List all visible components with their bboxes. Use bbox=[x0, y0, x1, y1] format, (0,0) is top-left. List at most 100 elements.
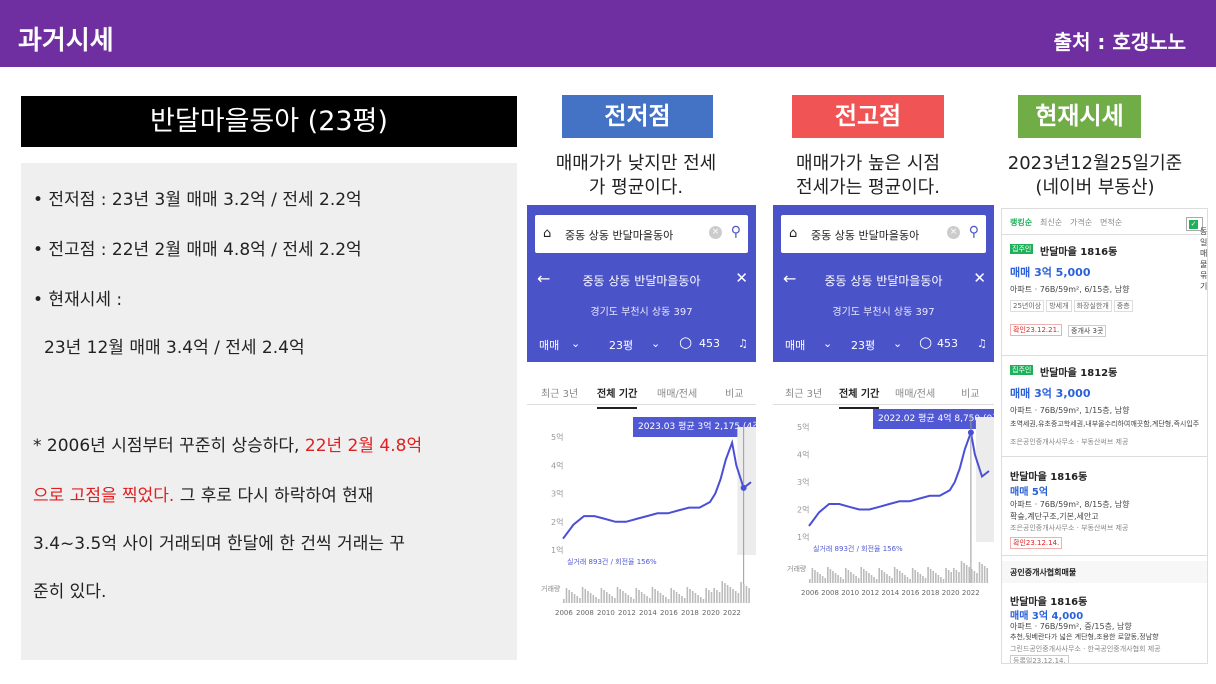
volume-bar bbox=[691, 591, 694, 603]
volume-bar bbox=[863, 569, 865, 583]
y-tick-label: 5억 bbox=[797, 422, 809, 432]
x-tick-label: 2014 bbox=[639, 609, 657, 617]
price-line bbox=[808, 428, 990, 527]
group-checkbox[interactable]: ✓ 동일매물 묶기 bbox=[1186, 217, 1207, 291]
volume-bar bbox=[648, 598, 651, 603]
chevron-down-icon: ⌄ bbox=[893, 337, 903, 350]
volume-bar bbox=[632, 599, 635, 603]
listing-item[interactable]: 반달마을 1816동 매매 3억 4,000 아파트 · 76B/59m², 중… bbox=[1002, 587, 1207, 663]
volume-bar bbox=[852, 574, 855, 583]
x-tick-label: 2022 bbox=[962, 589, 980, 597]
x-tick-label: 2020 bbox=[702, 609, 720, 617]
volume-bar bbox=[603, 590, 605, 603]
size-select[interactable]: 23평 bbox=[851, 339, 876, 352]
sort-latest[interactable]: 최신순 bbox=[1040, 218, 1063, 227]
volume-bar bbox=[654, 589, 656, 603]
tag: 방세개 bbox=[1046, 300, 1072, 312]
listing-item[interactable]: 반달마을 1816동 매매 5억 아파트 · 76B/59m², 8/15층, … bbox=[1002, 461, 1207, 556]
app-screenshot-low: ⌂ 중동 상동 반달마을동아 × ⚲ ← 중동 상동 반달마을동아 ✕ 경기도 … bbox=[527, 205, 756, 650]
volume-bar bbox=[958, 572, 960, 583]
volume-bar bbox=[589, 593, 592, 603]
bell-icon[interactable]: ♫ bbox=[738, 337, 748, 350]
listing-name: 반달마을 1816동 bbox=[1010, 597, 1088, 608]
tab-sale-rent[interactable]: 매매/전세 bbox=[657, 389, 698, 400]
sort-tabs: 랭킹순 최신순 가격순 면적순 ✓ 동일매물 묶기 bbox=[1002, 209, 1207, 291]
volume-bar bbox=[821, 576, 824, 583]
search-icon[interactable]: ⚲ bbox=[968, 224, 979, 240]
volume-bar bbox=[814, 570, 816, 583]
current-price-label: • 현재시세 : bbox=[33, 290, 123, 310]
close-icon[interactable]: ✕ bbox=[973, 269, 986, 287]
close-icon[interactable]: ✕ bbox=[735, 269, 748, 287]
filter-bar: 매매 ⌄ 23평 ⌄ ○ 453 ♫ bbox=[773, 327, 994, 362]
volume-bar bbox=[971, 569, 973, 583]
sort-ranking[interactable]: 랭킹순 bbox=[1010, 218, 1033, 227]
sort-price[interactable]: 가격순 bbox=[1070, 218, 1093, 227]
volume-bar bbox=[940, 577, 942, 583]
clear-icon[interactable]: × bbox=[709, 226, 722, 239]
x-tick-label: 2016 bbox=[660, 609, 678, 617]
bell-icon[interactable]: ♫ bbox=[977, 337, 987, 350]
volume-bar bbox=[705, 588, 707, 603]
search-icon[interactable]: ⚲ bbox=[730, 224, 741, 240]
volume-bar bbox=[878, 568, 881, 583]
volume-bar bbox=[662, 595, 664, 603]
listing-item[interactable]: 집주인 반달마을 1812동 매매 3억 3,000 아파트 · 76B/59m… bbox=[1002, 357, 1207, 457]
deal-type-select[interactable]: 매매 bbox=[785, 339, 806, 352]
tab-all[interactable]: 전체 기간 bbox=[597, 385, 638, 409]
x-tick-label: 2010 bbox=[841, 589, 859, 597]
back-arrow-icon[interactable]: ← bbox=[537, 269, 551, 288]
agent-count[interactable]: 중개사 3곳 bbox=[1068, 325, 1107, 337]
listing-panel: 랭킹순 최신순 가격순 면적순 ✓ 동일매물 묶기 집주인 반달마을 1816동 … bbox=[1001, 208, 1208, 664]
size-select[interactable]: 23평 bbox=[609, 339, 634, 352]
volume-bar bbox=[976, 573, 978, 583]
tab-recent[interactable]: 최근 3년 bbox=[541, 389, 579, 400]
caption-line: 매매가가 낮지만 전세 bbox=[555, 153, 717, 174]
volume-bar bbox=[665, 597, 667, 603]
tab-compare[interactable]: 비교 bbox=[961, 389, 980, 400]
volume-bar bbox=[729, 587, 732, 603]
volume-bar bbox=[718, 592, 721, 603]
tab-sale-rent[interactable]: 매매/전세 bbox=[895, 389, 936, 400]
volume-bar bbox=[832, 571, 834, 583]
caption-line: 전세가는 평균이다. bbox=[796, 177, 940, 198]
page-title: 과거시세 bbox=[18, 26, 114, 56]
y-tick-label: 5억 bbox=[551, 432, 563, 442]
volume-bar bbox=[600, 588, 603, 603]
volume-bar bbox=[573, 594, 576, 603]
volume-bar bbox=[737, 593, 740, 603]
volume-bar bbox=[839, 577, 842, 583]
clear-icon[interactable]: × bbox=[947, 226, 960, 239]
x-tick-label: 2018 bbox=[922, 589, 940, 597]
deal-type-select[interactable]: 매매 bbox=[539, 339, 560, 352]
volume-bar bbox=[708, 590, 710, 603]
listing-price: 매매 3억 3,000 bbox=[1010, 387, 1091, 400]
volume-bar bbox=[667, 599, 670, 603]
home-icon[interactable]: ⌂ bbox=[543, 226, 552, 241]
price-tooltip: 2022.02 평균 4억 8,750 (0건) bbox=[873, 409, 994, 429]
x-tick-label: 2020 bbox=[942, 589, 960, 597]
tab-all[interactable]: 전체 기간 bbox=[839, 385, 880, 409]
y-tick-label: 2억 bbox=[551, 517, 563, 527]
listing-item[interactable]: 집주인 반달마을 1816동 매매 3억 5,000 아파트 · 76B/59m… bbox=[1002, 236, 1207, 356]
volume-bar bbox=[893, 567, 896, 583]
volume-bar bbox=[716, 590, 718, 603]
sort-area[interactable]: 면적순 bbox=[1100, 218, 1123, 227]
search-bar[interactable]: ⌂ 중동 상동 반달마을동아 × ⚲ bbox=[781, 215, 986, 253]
tab-compare[interactable]: 비교 bbox=[725, 389, 744, 400]
check-icon: ✓ bbox=[1189, 220, 1198, 229]
volume-bar bbox=[953, 568, 955, 583]
volume-bar bbox=[595, 597, 597, 603]
back-arrow-icon[interactable]: ← bbox=[783, 269, 797, 288]
volume-bar bbox=[914, 570, 917, 583]
search-input[interactable]: 중동 상동 반달마을동아 bbox=[811, 229, 920, 242]
tab-recent[interactable]: 최근 3년 bbox=[785, 389, 823, 400]
volume-bar bbox=[968, 567, 971, 583]
search-bar[interactable]: ⌂ 중동 상동 반달마을동아 × ⚲ bbox=[535, 215, 748, 253]
search-input[interactable]: 중동 상동 반달마을동아 bbox=[565, 229, 674, 242]
volume-bar bbox=[581, 587, 584, 603]
volume-label: 거래량 bbox=[541, 584, 561, 593]
complex-name: 중동 상동 반달마을동아 bbox=[824, 274, 943, 288]
home-icon[interactable]: ⌂ bbox=[789, 226, 798, 241]
